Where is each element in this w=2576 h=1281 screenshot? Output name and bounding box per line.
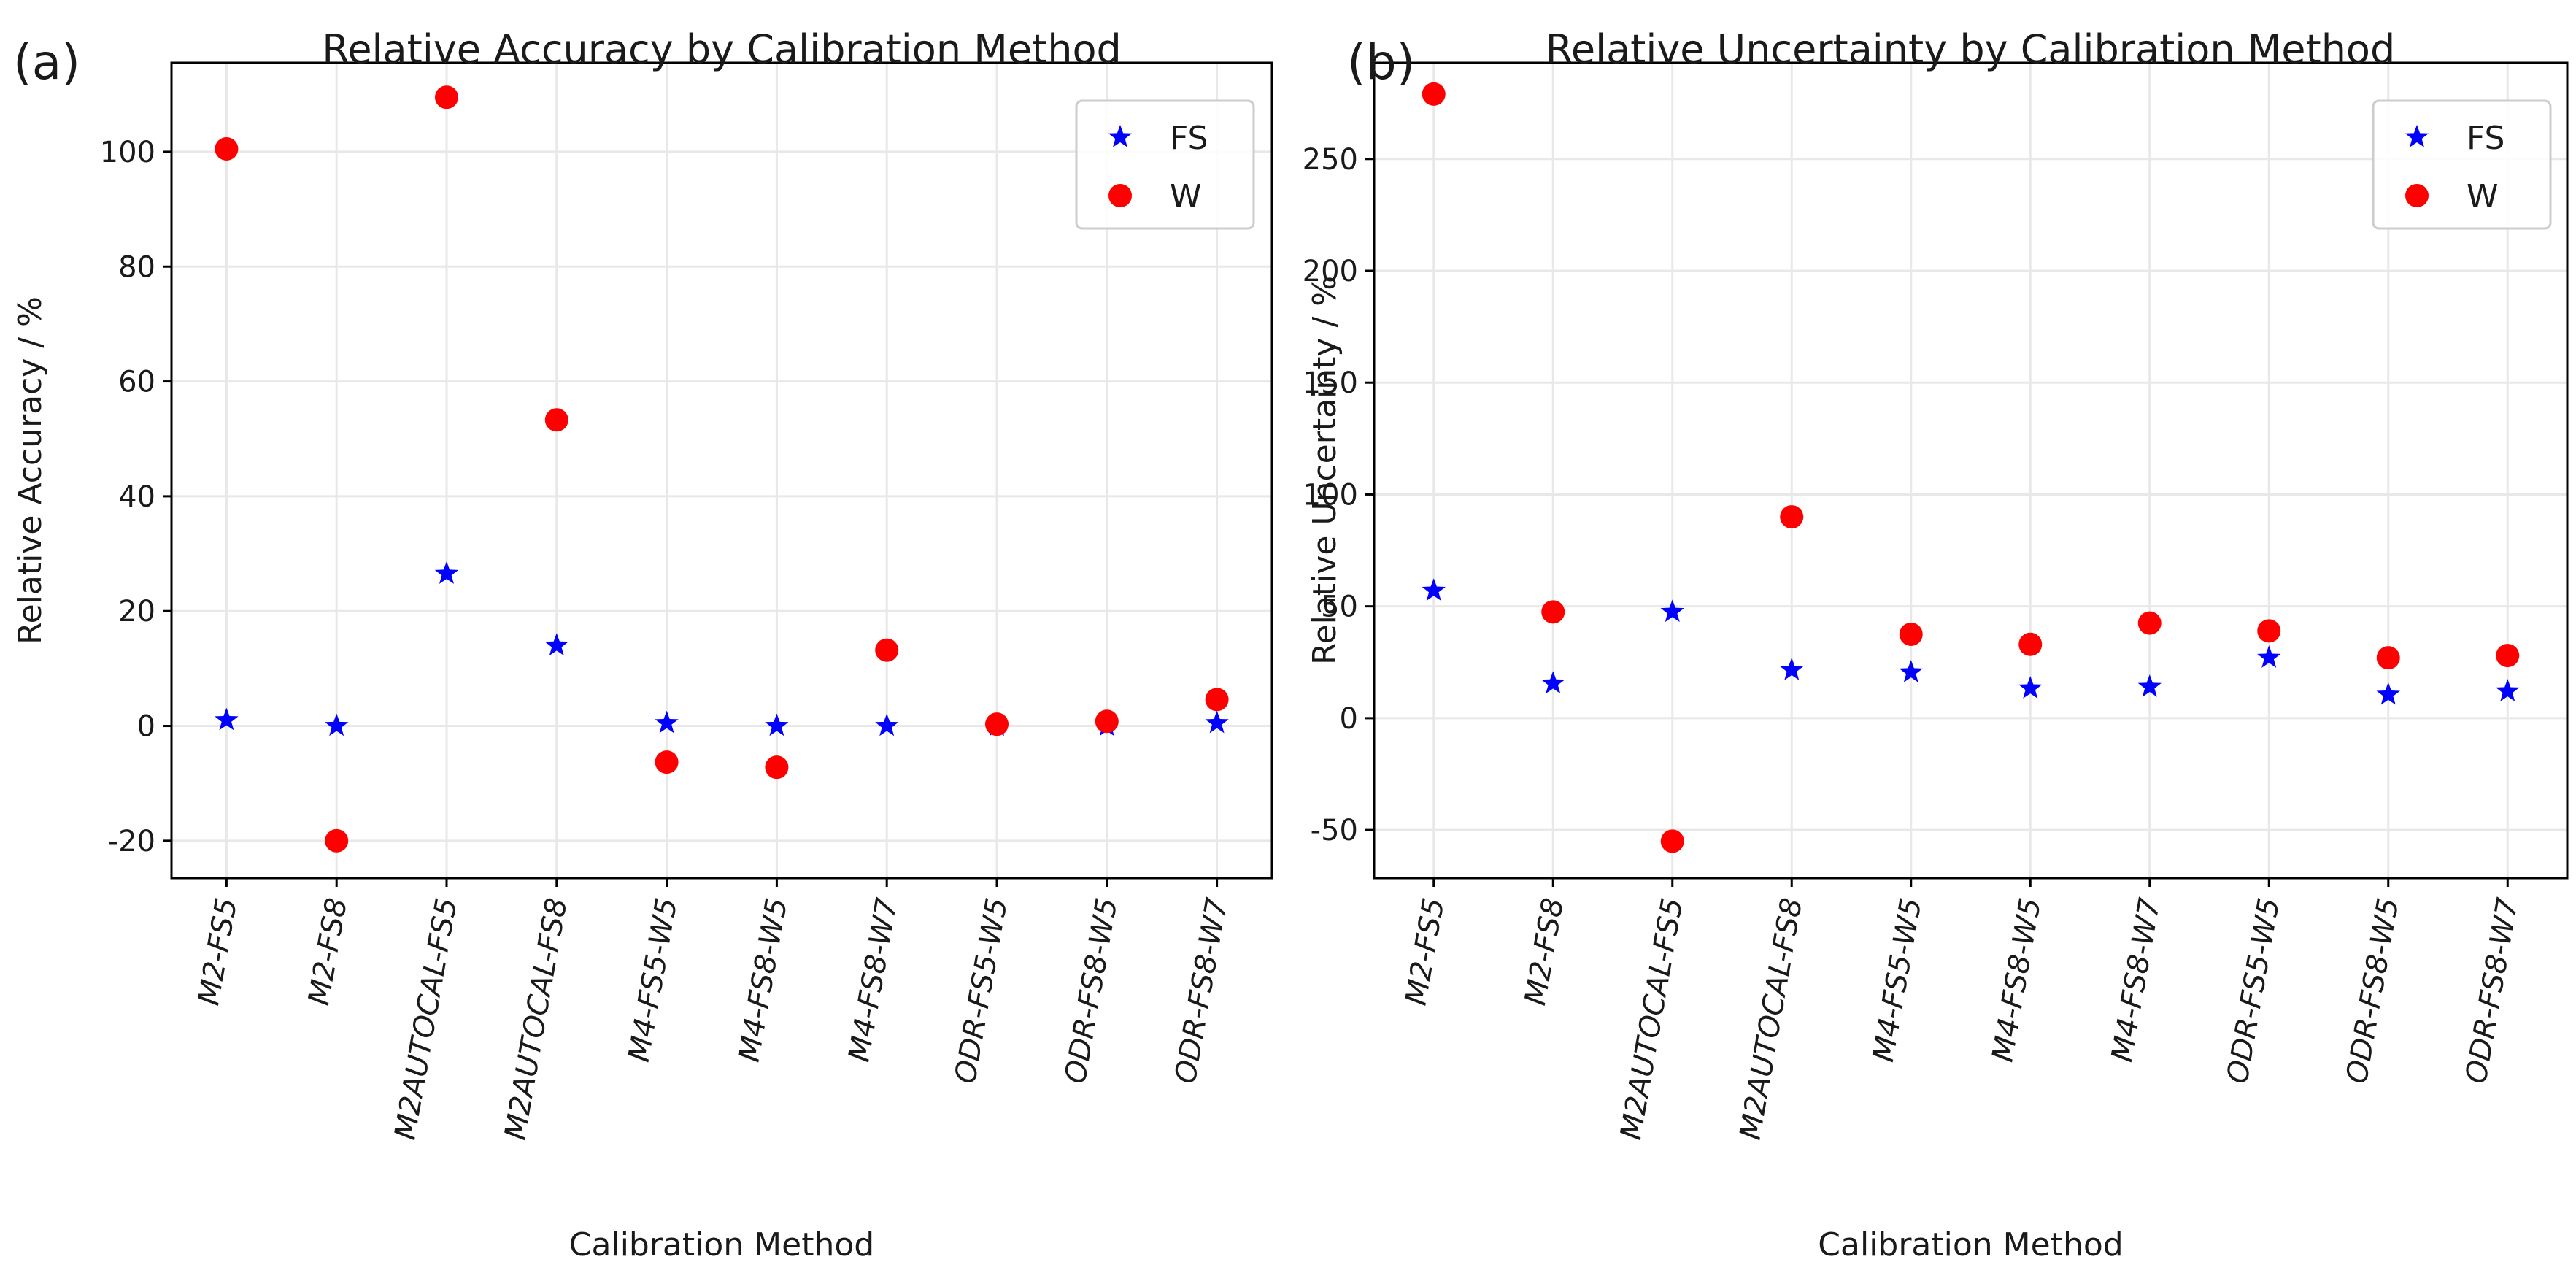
y-tick-label: 150 xyxy=(1303,366,1358,400)
data-point-fs xyxy=(1541,671,1565,694)
data-point-fs xyxy=(875,713,899,736)
data-point-w xyxy=(1660,829,1684,853)
x-tick-label: M2-FS5 xyxy=(192,896,244,1008)
data-point-w xyxy=(765,755,789,780)
data-point-fs xyxy=(765,713,789,736)
chart-panel-b: -50 0 50 100 150 200 250 M2-FS5 M2-FS8 M2AUTOCAL-… xyxy=(1303,26,2569,1263)
legend-marker-fs xyxy=(1108,125,1133,147)
data-point-fs xyxy=(2257,645,2281,668)
panel-label: (a) xyxy=(13,34,80,91)
legend: FS W xyxy=(2372,99,2552,230)
chart-panel-a: -20 0 20 40 60 80 100 M2-FS5 M2-FS8 M2AUTOCAL-FS5… xyxy=(12,26,1273,1263)
y-tick-label: 40 xyxy=(118,480,155,514)
data-point-fs xyxy=(1899,660,1923,682)
data-point-w xyxy=(2496,644,2520,668)
data-point-w xyxy=(544,408,568,432)
x-tick-label: M4-FS8-W5 xyxy=(733,896,795,1065)
x-tick-label: M2AUTOCAL-FS5 xyxy=(388,896,464,1142)
x-tick-label: M2-FS8 xyxy=(1519,896,1570,1008)
data-point-w xyxy=(985,712,1009,736)
data-point-fs xyxy=(2137,674,2162,697)
y-tick-label: -50 xyxy=(1311,814,1358,847)
x-axis-label: Calibration Method xyxy=(1818,1226,2123,1263)
data-point-w xyxy=(2257,619,2281,643)
y-tick-label: 0 xyxy=(137,710,155,744)
data-point-fs xyxy=(434,561,459,584)
x-tick-label: M2AUTOCAL-FS8 xyxy=(1734,896,1810,1142)
data-point-w xyxy=(1780,505,1804,529)
x-tick-label: M2AUTOCAL-FS5 xyxy=(1614,896,1690,1142)
data-point-fs xyxy=(655,710,679,734)
x-tick-label: ODR-FS8-W7 xyxy=(1169,895,1235,1086)
x-tick-label: ODR-FS5-W5 xyxy=(2221,896,2286,1086)
data-point-fs xyxy=(1205,710,1229,734)
y-tick-label: 50 xyxy=(1321,591,1358,624)
data-point-w xyxy=(875,638,899,662)
chart-title: Relative Uncertainty by Calibration Meth… xyxy=(1546,26,2395,72)
plot-frame xyxy=(1373,61,2569,880)
x-tick-label: ODR-FS8-W5 xyxy=(1059,896,1125,1086)
data-point-fs xyxy=(2376,682,2400,705)
x-tick-label: M4-FS8-W7 xyxy=(2105,895,2167,1064)
data-point-w xyxy=(215,136,239,161)
y-tick-label: 200 xyxy=(1303,255,1358,288)
legend-label-w: W xyxy=(2467,178,2499,215)
data-point-fs xyxy=(2496,679,2520,701)
data-point-fs xyxy=(215,707,239,731)
legend-label-fs: FS xyxy=(1170,120,1208,157)
y-tick-label: 60 xyxy=(118,366,155,399)
data-point-fs xyxy=(1780,658,1804,680)
data-point-w xyxy=(1422,82,1446,106)
y-tick-label: -20 xyxy=(108,825,155,858)
data-point-fs xyxy=(1422,578,1446,601)
x-tick-label: M2AUTOCAL-FS8 xyxy=(498,896,574,1142)
panel-label: (b) xyxy=(1347,34,1415,91)
legend-marker-w xyxy=(2405,184,2429,207)
legend-label-fs: FS xyxy=(2467,120,2504,157)
y-tick-label: 20 xyxy=(118,595,155,628)
y-tick-label: 100 xyxy=(100,136,155,169)
legend-marker-w xyxy=(1108,184,1132,207)
data-point-fs xyxy=(544,633,568,656)
data-point-w xyxy=(325,828,349,853)
data-point-fs xyxy=(325,713,349,736)
x-tick-label: ODR-FS8-W5 xyxy=(2340,896,2406,1086)
x-tick-label: M4-FS8-W5 xyxy=(1986,896,2048,1065)
x-tick-label: M2-FS5 xyxy=(1400,896,1451,1008)
chart-title: Relative Accuracy by Calibration Method xyxy=(322,26,1122,72)
x-tick-label: M4-FS5-W5 xyxy=(1867,896,1929,1065)
x-tick-label: ODR-FS5-W5 xyxy=(949,896,1014,1086)
x-tick-label: M4-FS5-W5 xyxy=(622,896,685,1065)
data-point-w xyxy=(1541,600,1565,624)
data-point-w xyxy=(435,85,458,109)
data-point-w xyxy=(1899,622,1923,646)
x-axis-label: Calibration Method xyxy=(569,1226,874,1263)
legend: FS W xyxy=(1075,99,1255,230)
data-point-w xyxy=(655,750,679,774)
x-tick-label: ODR-FS8-W7 xyxy=(2459,895,2525,1086)
y-axis-label: Relative Accuracy / % xyxy=(12,296,49,645)
data-point-fs xyxy=(1660,599,1684,623)
y-tick-label: 0 xyxy=(1340,702,1358,736)
data-point-w xyxy=(2018,632,2043,656)
data-point-w xyxy=(2376,646,2400,670)
legend-label-w: W xyxy=(1170,178,1202,215)
x-tick-label: M4-FS8-W7 xyxy=(842,895,904,1064)
y-tick-label: 80 xyxy=(118,250,155,284)
legend-box xyxy=(1075,99,1255,230)
legend-box xyxy=(2372,99,2552,230)
data-point-fs xyxy=(2018,676,2043,699)
x-tick-label: M2-FS8 xyxy=(302,896,354,1008)
y-tick-label: 100 xyxy=(1303,478,1358,512)
data-point-w xyxy=(1095,709,1119,734)
data-point-w xyxy=(2137,611,2162,635)
data-point-w xyxy=(1205,688,1229,712)
legend-marker-fs xyxy=(2405,125,2429,147)
plot-frame xyxy=(170,61,1273,880)
y-axis-label: Relative Uncertainty / % xyxy=(1306,276,1343,665)
y-tick-label: 250 xyxy=(1303,143,1358,177)
